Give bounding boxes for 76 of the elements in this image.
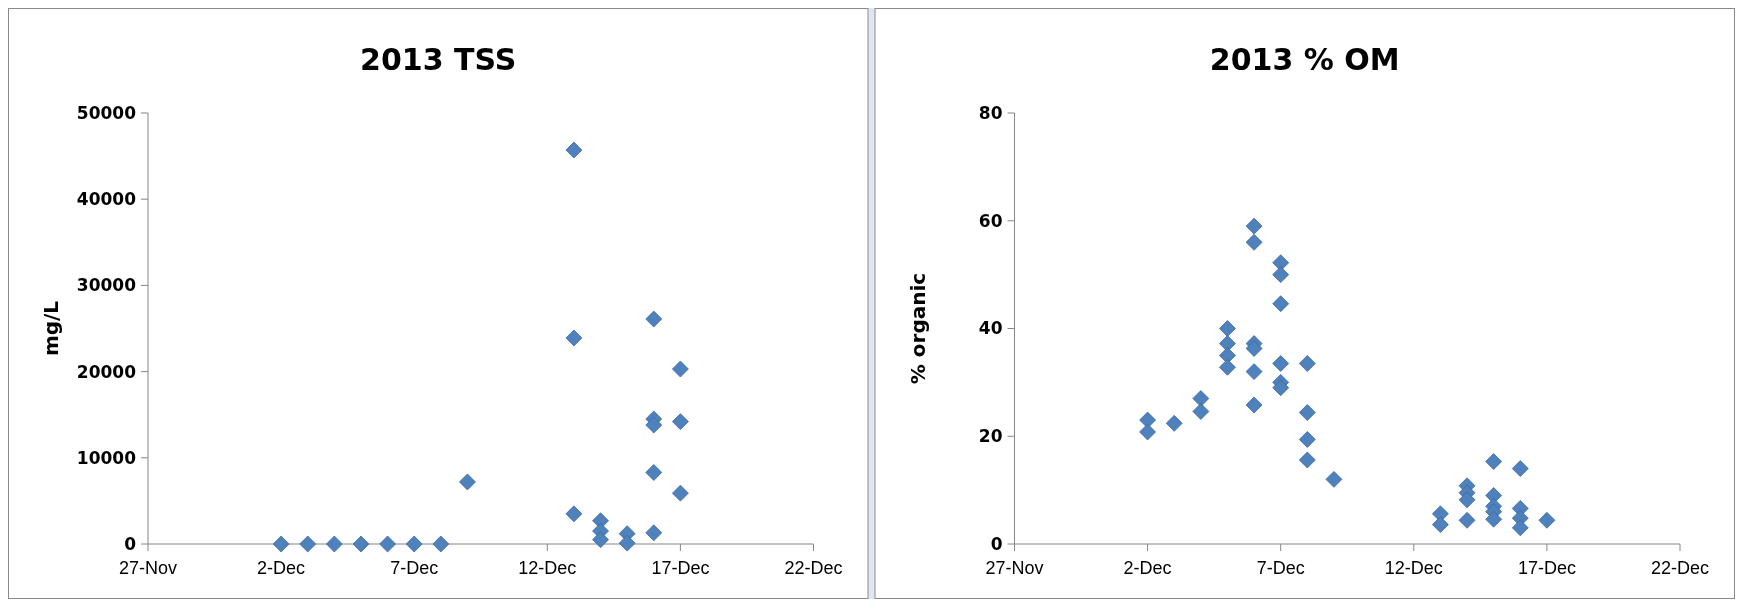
x-tick-label: 7-Dec bbox=[1256, 558, 1305, 578]
point bbox=[672, 360, 689, 378]
x-tick-label: 2-Dec bbox=[257, 558, 306, 578]
point bbox=[1458, 491, 1476, 509]
y-tick-label: 10000 bbox=[76, 447, 137, 468]
point bbox=[1192, 390, 1210, 407]
y-axis-title: % organic bbox=[905, 272, 930, 385]
point bbox=[1511, 519, 1529, 537]
y-tick-label: 80 bbox=[978, 102, 1003, 123]
y-tick-label: 30000 bbox=[76, 275, 137, 296]
point bbox=[645, 464, 663, 481]
x-tick-label: 12-Dec bbox=[518, 558, 577, 578]
point bbox=[1458, 511, 1476, 529]
point bbox=[1219, 358, 1236, 376]
point bbox=[1245, 396, 1263, 414]
point bbox=[645, 524, 663, 542]
point bbox=[645, 416, 663, 434]
x-tick-label: 7-Dec bbox=[390, 558, 439, 578]
point bbox=[325, 535, 343, 553]
point bbox=[1485, 510, 1503, 528]
point bbox=[565, 329, 583, 347]
x-tick-label: 12-Dec bbox=[1384, 558, 1443, 578]
point bbox=[1485, 453, 1503, 470]
point bbox=[1245, 340, 1263, 357]
y-axis-title: mg/L bbox=[39, 300, 63, 357]
y-tick-label: 20 bbox=[978, 426, 1003, 447]
point bbox=[352, 535, 370, 553]
point bbox=[432, 535, 450, 553]
point bbox=[1272, 355, 1290, 372]
point bbox=[1272, 295, 1290, 313]
point bbox=[379, 535, 396, 553]
y-tick-label: 60 bbox=[978, 210, 1003, 231]
point bbox=[1272, 379, 1290, 397]
x-tick-label: 2-Dec bbox=[1123, 558, 1172, 578]
point bbox=[299, 535, 317, 553]
y-tick-label: 0 bbox=[124, 533, 137, 554]
x-tick-label: 22-Dec bbox=[1650, 558, 1710, 578]
x-tick-label: 22-Dec bbox=[784, 558, 843, 578]
point bbox=[565, 505, 583, 523]
y-tick-label: 0 bbox=[990, 533, 1003, 554]
point bbox=[1325, 470, 1343, 488]
point bbox=[618, 534, 636, 552]
y-tick-label: 40 bbox=[978, 318, 1003, 339]
point bbox=[1272, 266, 1290, 283]
point bbox=[1245, 363, 1263, 380]
point bbox=[405, 535, 423, 553]
point bbox=[645, 310, 663, 328]
point bbox=[1298, 355, 1316, 372]
x-tick-label: 17-Dec bbox=[651, 558, 710, 578]
y-tick-label: 20000 bbox=[76, 361, 137, 382]
point bbox=[1298, 404, 1316, 421]
y-tick-label: 40000 bbox=[76, 189, 137, 210]
point bbox=[672, 484, 689, 502]
chart-title: 2013 % OM bbox=[1209, 42, 1400, 77]
x-tick-label: 17-Dec bbox=[1517, 558, 1576, 578]
point bbox=[1432, 516, 1449, 533]
point bbox=[1245, 217, 1263, 235]
x-tick-label: 27-Nov bbox=[118, 558, 178, 578]
point bbox=[272, 535, 290, 553]
point bbox=[672, 413, 689, 430]
point bbox=[1511, 460, 1529, 477]
point bbox=[592, 531, 609, 549]
chart-title: 2013 TSS bbox=[360, 42, 517, 77]
point bbox=[1298, 431, 1316, 448]
point bbox=[1219, 335, 1236, 352]
point bbox=[1165, 414, 1183, 432]
point bbox=[1245, 233, 1263, 251]
point bbox=[459, 473, 476, 491]
point bbox=[1538, 511, 1556, 529]
point bbox=[1219, 320, 1236, 337]
y-tick-label: 50000 bbox=[76, 102, 137, 123]
point bbox=[1298, 451, 1316, 469]
x-tick-label: 27-Nov bbox=[985, 558, 1044, 578]
point bbox=[565, 141, 583, 159]
point bbox=[1139, 423, 1156, 441]
point bbox=[1192, 403, 1210, 420]
